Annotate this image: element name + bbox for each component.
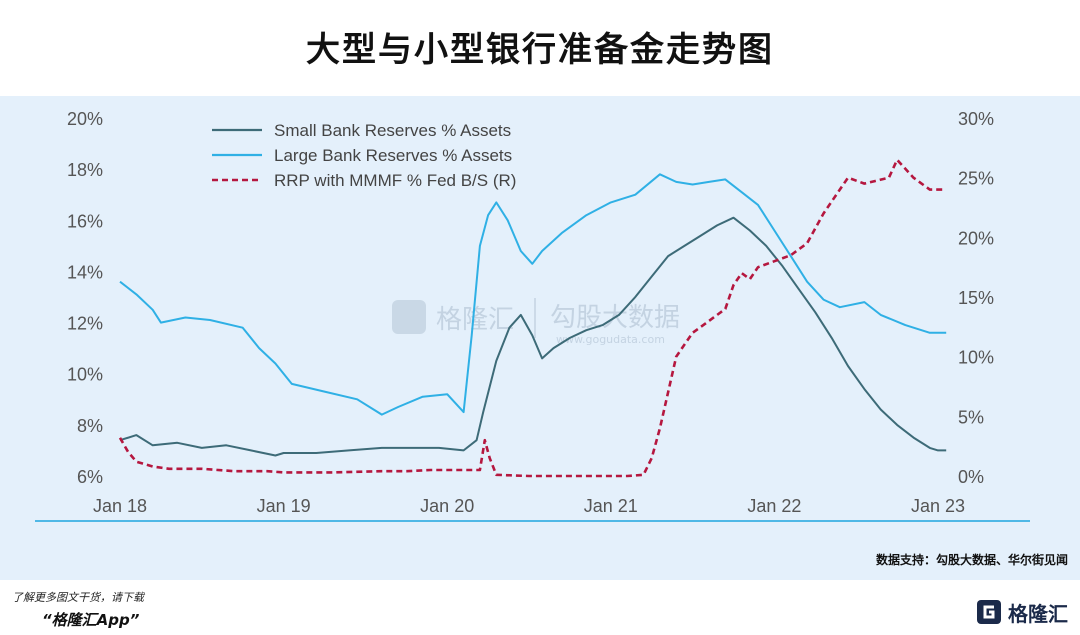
y-left-tick-label: 16%: [67, 211, 103, 231]
x-tick-label: Jan 20: [420, 496, 474, 516]
legend-label: RRP with MMMF % Fed B/S (R): [274, 171, 516, 190]
y-right-tick-label: 20%: [958, 228, 994, 248]
y-left-tick-label: 14%: [67, 262, 103, 282]
x-tick-label: Jan 19: [257, 496, 311, 516]
logo-icon: [977, 600, 1001, 624]
footer: [0, 580, 1080, 635]
y-right-tick-label: 0%: [958, 467, 984, 487]
y-left-tick-label: 18%: [67, 160, 103, 180]
y-right-tick-label: 10%: [958, 348, 994, 368]
y-left-tick-label: 12%: [67, 314, 103, 334]
y-left-tick-label: 20%: [67, 109, 103, 129]
data-source: 数据支持：勾股大数据、华尔街见闻: [875, 553, 1068, 567]
watermark-logo-icon: [392, 300, 426, 334]
series-line-3: [118, 158, 947, 478]
brand-text: 格隆汇: [1008, 601, 1068, 626]
y-right-tick-label: 15%: [958, 288, 994, 308]
footer-note: 了解更多图文干货，请下载: [12, 591, 144, 604]
legend-label: Small Bank Reserves % Assets: [274, 121, 511, 140]
y-right-tick-label: 25%: [958, 169, 994, 189]
legend: Small Bank Reserves % Assets Large Bank R…: [212, 121, 516, 190]
x-tick-label: Jan 23: [911, 496, 965, 516]
axes: 20% 18% 16% 14% 12% 10% 8% 6% 30% 25% 20% 15% 10% 5% 0…: [35, 109, 1030, 522]
legend-label: Large Bank Reserves % Assets: [274, 146, 512, 165]
y-right-tick-label: 5%: [958, 407, 984, 427]
series-lines: [118, 158, 947, 478]
y-left-tick-label: 6%: [77, 467, 103, 487]
x-tick-label: Jan 18: [93, 496, 147, 516]
brand-logo: 格隆汇: [976, 595, 1068, 629]
y-left-tick-label: 8%: [77, 416, 103, 436]
chart-panel: [0, 96, 1080, 580]
y-left-tick-label: 10%: [67, 365, 103, 385]
x-tick-label: Jan 21: [584, 496, 638, 516]
series-line-2: [119, 173, 947, 416]
x-tick-label: Jan 22: [747, 496, 801, 516]
series-line-1: [119, 216, 947, 457]
header: 大型与小型银行准备金走势图: [0, 0, 1080, 96]
watermark-url: www.gogudata.com: [556, 333, 665, 346]
page-title: 大型与小型银行准备金走势图: [306, 30, 774, 70]
y-right-tick-label: 30%: [958, 109, 994, 129]
footer-app-name: “格隆汇App”: [42, 611, 140, 629]
